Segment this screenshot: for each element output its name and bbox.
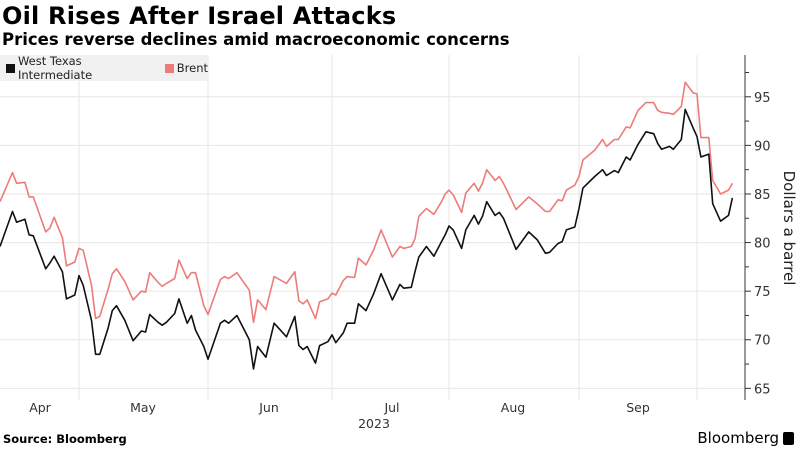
chart-subtitle: Prices reverse declines amid macroeconom… (2, 30, 510, 49)
bloomberg-mark-icon (783, 431, 794, 445)
y-tick-label: 75 (754, 285, 771, 300)
source-note: Source: Bloomberg (3, 432, 127, 446)
legend-item-wti: West Texas Intermediate (6, 54, 159, 82)
y-tick-label: 95 (754, 91, 771, 106)
x-tick-label: May (130, 400, 156, 415)
x-tick-label: Jun (258, 400, 279, 415)
y-tick-label: 70 (754, 334, 771, 349)
x-tick-label: Apr (29, 400, 51, 415)
legend: West Texas Intermediate Brent (0, 54, 208, 82)
logo-text: Bloomberg (697, 429, 779, 447)
legend-swatch-wti (6, 63, 15, 73)
y-tick-label: 65 (754, 382, 771, 397)
legend-item-brent: Brent (164, 61, 208, 75)
legend-label-brent: Brent (176, 61, 208, 75)
y-axis-label: Dollars a barrel (780, 171, 798, 286)
legend-label-wti: West Texas Intermediate (17, 54, 93, 82)
y-tick-label: 90 (754, 139, 771, 154)
y-tick-label: 80 (754, 237, 771, 252)
brent-series-line (0, 81, 734, 324)
wti-series-line (0, 108, 734, 370)
x-tick-label: Sep (626, 400, 650, 415)
x-tick-label: Jul (383, 400, 399, 415)
x-axis-label: 2023 (358, 416, 390, 431)
legend-swatch-brent (164, 63, 174, 73)
x-tick-label: Aug (501, 400, 525, 415)
y-tick-label: 85 (754, 188, 771, 203)
bloomberg-logo: Bloomberg (697, 429, 794, 447)
chart-title: Oil Rises After Israel Attacks (2, 2, 397, 30)
